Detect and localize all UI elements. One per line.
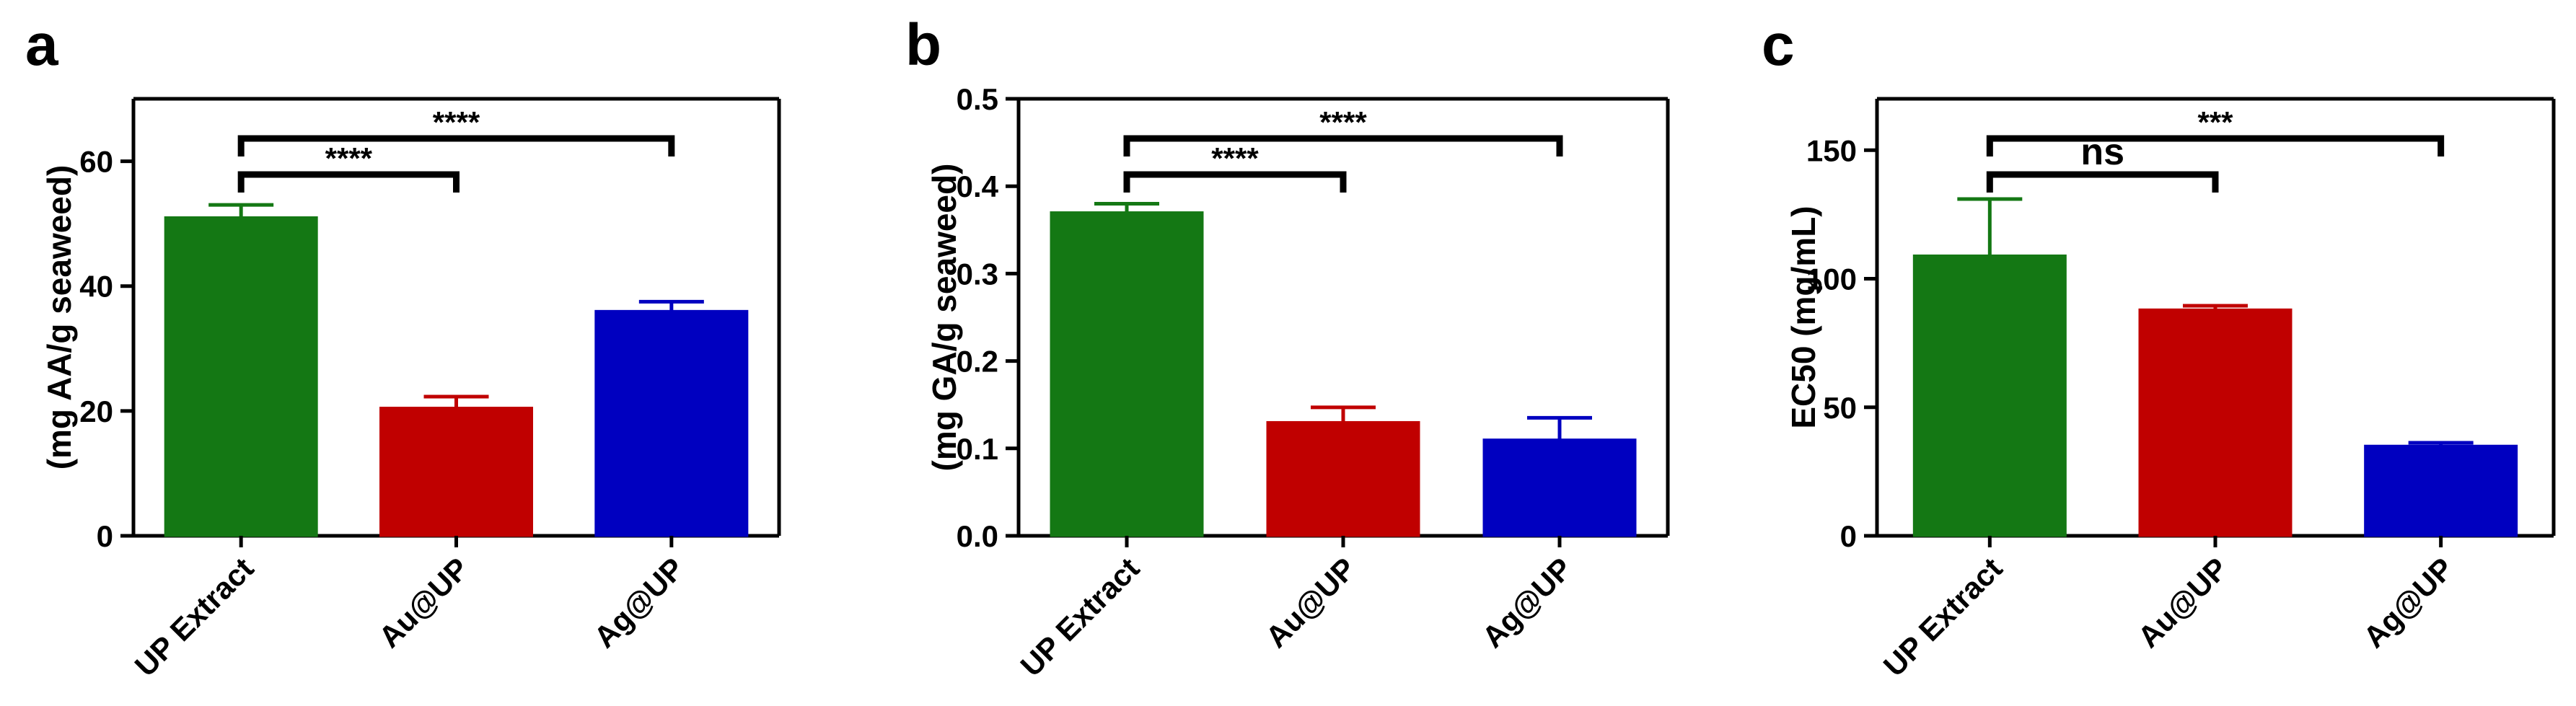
- chart-panel-b: b 0.0 0.1 0.2 0.3 0.4 0.5 (mg GA/g seaweed) UP E…: [905, 12, 1670, 683]
- bar: [594, 309, 749, 537]
- y-tick-label: 100: [1806, 262, 1857, 296]
- y-tick-label: 0.3: [957, 257, 998, 291]
- y-axis-label: (mg AA/g seaweed): [40, 165, 78, 470]
- y-axis-label: EC50 (mg/mL): [1785, 206, 1822, 428]
- significance-bracket: [237, 135, 675, 156]
- bar: [2138, 308, 2293, 537]
- y-tick-label: 0.0: [957, 519, 998, 553]
- significance-bracket: [1123, 135, 1563, 156]
- y-tick-label: 0.1: [957, 432, 998, 466]
- y-tick-label: 50: [1823, 391, 1857, 425]
- significance-label: ****: [1211, 141, 1259, 175]
- bar: [2364, 444, 2518, 537]
- significance-bracket: [1123, 171, 1347, 193]
- x-tick-label: Au@UP: [1259, 551, 1362, 654]
- significance-label: ****: [325, 141, 373, 175]
- y-tick-label: 20: [79, 394, 113, 428]
- y-tick-label: 40: [79, 270, 113, 304]
- chart-panel-c: c 0 50 100 150 EC50 (mg/mL) UP Extract Au@UP Ag@…: [1762, 12, 2556, 683]
- significance-bracket: [237, 171, 460, 193]
- y-tick-label: 0.5: [957, 82, 998, 116]
- x-tick-label: Au@UP: [2131, 551, 2234, 654]
- chart-panel-a: a 0 20 40 60(mg AA/g seaweed) UP Extract Au@UP…: [25, 12, 781, 683]
- y-tick-label: 0.4: [957, 169, 999, 203]
- x-tick-label: Ag@UP: [2357, 551, 2460, 654]
- significance-bracket: [1986, 135, 2445, 156]
- y-tick-label: 150: [1806, 133, 1857, 167]
- panel-label: a: [25, 12, 59, 78]
- bar: [379, 407, 533, 537]
- bar: [1912, 254, 2067, 537]
- significance-bracket: [1986, 171, 2219, 193]
- significance-label: ****: [1319, 105, 1367, 139]
- y-axis-label: (mg GA/g seaweed): [926, 164, 963, 472]
- x-tick-label: UP Extract: [1014, 551, 1146, 683]
- x-tick-label: Ag@UP: [587, 551, 690, 654]
- significance-label: ***: [2197, 105, 2233, 139]
- panel-label: b: [905, 12, 941, 78]
- x-tick-label: UP Extract: [128, 551, 260, 683]
- panel-label: c: [1762, 12, 1795, 78]
- y-tick-label: 0: [1840, 519, 1857, 553]
- bar: [1482, 438, 1637, 537]
- x-tick-label: Ag@UP: [1475, 551, 1578, 654]
- y-tick-label: 0: [97, 519, 113, 553]
- y-tick-label: 0.2: [957, 345, 998, 379]
- x-tick-label: Au@UP: [372, 551, 475, 654]
- bar: [164, 216, 318, 537]
- bar: [1050, 211, 1204, 537]
- bar: [1266, 420, 1420, 537]
- significance-label: ****: [433, 105, 480, 139]
- x-tick-label: UP Extract: [1877, 551, 2009, 683]
- y-tick-label: 60: [79, 145, 113, 179]
